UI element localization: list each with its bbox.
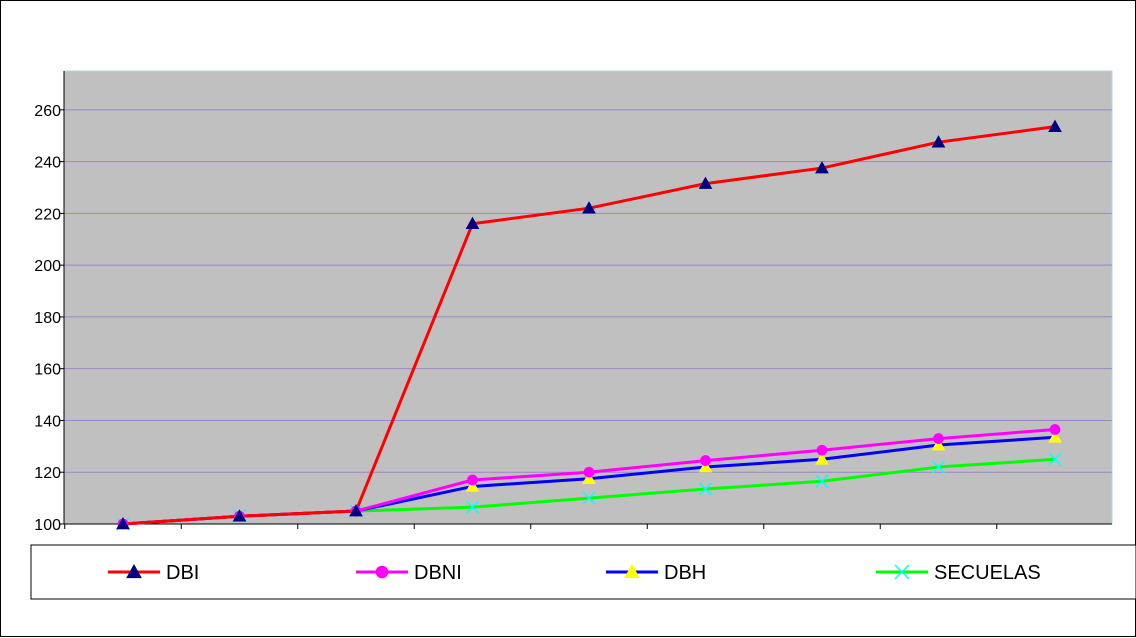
legend-label: DBH: [664, 562, 706, 584]
y-tick-label: 120: [34, 465, 61, 482]
legend-marker: [624, 563, 640, 579]
data-point-secuelas: [465, 500, 480, 514]
y-tick-label: 180: [34, 310, 61, 327]
y-tick-label: 140: [34, 413, 61, 430]
data-point-dbh: [1048, 430, 1062, 443]
data-point-dbi: [815, 161, 829, 174]
legend-marker: [894, 564, 910, 580]
data-point-secuelas: [815, 474, 829, 488]
data-point-dbh: [582, 471, 596, 484]
axes: 100 120 140 160 180 200 220 240 260: [34, 71, 1112, 534]
data-point-secuelas: [582, 491, 596, 505]
data-point-secuelas: [1048, 452, 1062, 466]
data-point-dbi: [582, 201, 596, 214]
series-markers: [116, 119, 1062, 531]
y-tick-label: 160: [34, 362, 61, 379]
y-tick-label: 200: [34, 258, 61, 275]
markers-dbi: [116, 119, 1062, 530]
legend-entry-secuelas: SECUELAS: [876, 562, 1041, 584]
legend-marker: [126, 563, 142, 579]
data-point-dbh: [465, 479, 480, 492]
data-point-dbni: [816, 444, 828, 456]
legend-label: SECUELAS: [934, 562, 1041, 584]
data-point-dbh: [931, 438, 946, 451]
legend-entries: DBI DBNI DBH SECUELAS: [108, 562, 1041, 584]
legend-entry-dbni: DBNI: [356, 562, 462, 584]
data-point-dbi: [1048, 119, 1062, 132]
data-point-dbi: [465, 216, 480, 230]
y-tick-label: 220: [34, 206, 61, 223]
legend-marker: [375, 565, 389, 579]
legend-label: DBNI: [414, 562, 462, 584]
data-point-dbi: [116, 516, 130, 530]
data-point-dbni: [700, 455, 711, 466]
legend-entry-dbi: DBI: [108, 562, 199, 584]
data-point-dbni: [467, 474, 478, 486]
data-point-dbi: [232, 509, 247, 522]
data-point-secuelas: [698, 482, 713, 496]
data-point-dbni: [1049, 424, 1061, 435]
data-point-secuelas: [931, 460, 946, 474]
data-point-dbi: [931, 135, 946, 148]
y-tick-label: 260: [34, 103, 61, 120]
data-point-dbni: [583, 466, 595, 478]
y-tick-label: 100: [34, 517, 61, 534]
data-point-dbh: [815, 452, 829, 465]
y-tick-label: 240: [34, 155, 61, 172]
data-point-dbi: [698, 176, 713, 189]
data-point-dbh: [698, 460, 713, 473]
data-point-dbi: [349, 504, 363, 517]
legend-label: DBI: [166, 562, 199, 584]
legend-entry-dbh: DBH: [606, 562, 706, 584]
legend: [30, 544, 1136, 600]
data-point-dbni: [933, 433, 944, 444]
